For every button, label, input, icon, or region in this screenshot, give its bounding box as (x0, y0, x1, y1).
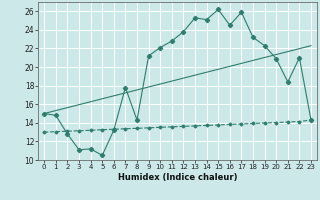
X-axis label: Humidex (Indice chaleur): Humidex (Indice chaleur) (118, 173, 237, 182)
